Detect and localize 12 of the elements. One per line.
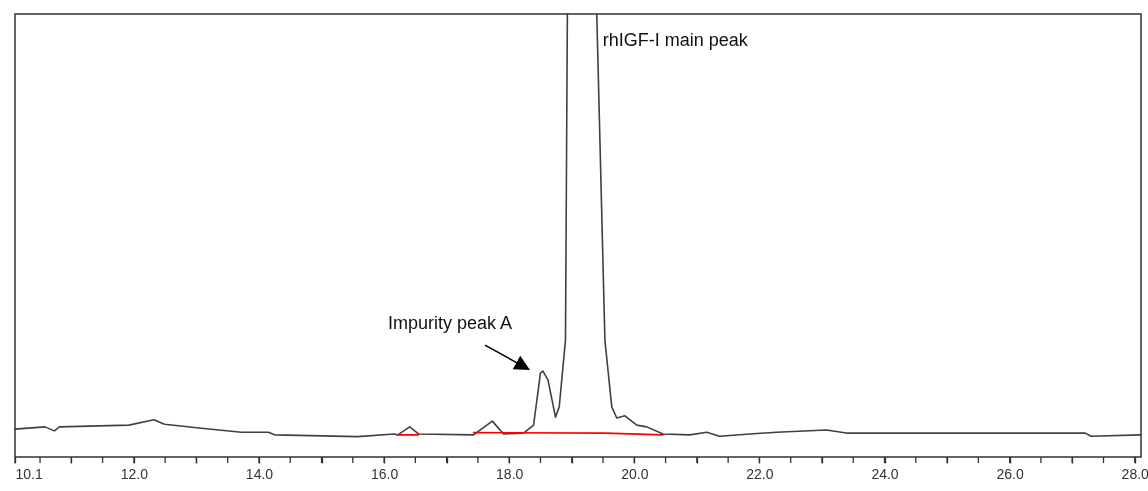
x-tick-label: 14.0: [245, 465, 274, 482]
x-tick-label: 28.0: [1121, 465, 1148, 482]
annotation: rhIGF-I main peak: [602, 30, 749, 50]
annotation: Impurity peak A: [387, 313, 512, 334]
x-tick-label: 24.0: [871, 465, 899, 482]
x-tick-label: 16.0: [370, 465, 399, 482]
x-tick-label: 26.0: [996, 465, 1024, 482]
x-tick-label: 22.0: [746, 465, 774, 482]
x-tick-label: 18.0: [496, 465, 524, 482]
x-tick-label: 10.1: [15, 465, 43, 482]
x-tick-label: 20.0: [621, 465, 649, 482]
x-tick-label: 12.0: [120, 465, 149, 482]
